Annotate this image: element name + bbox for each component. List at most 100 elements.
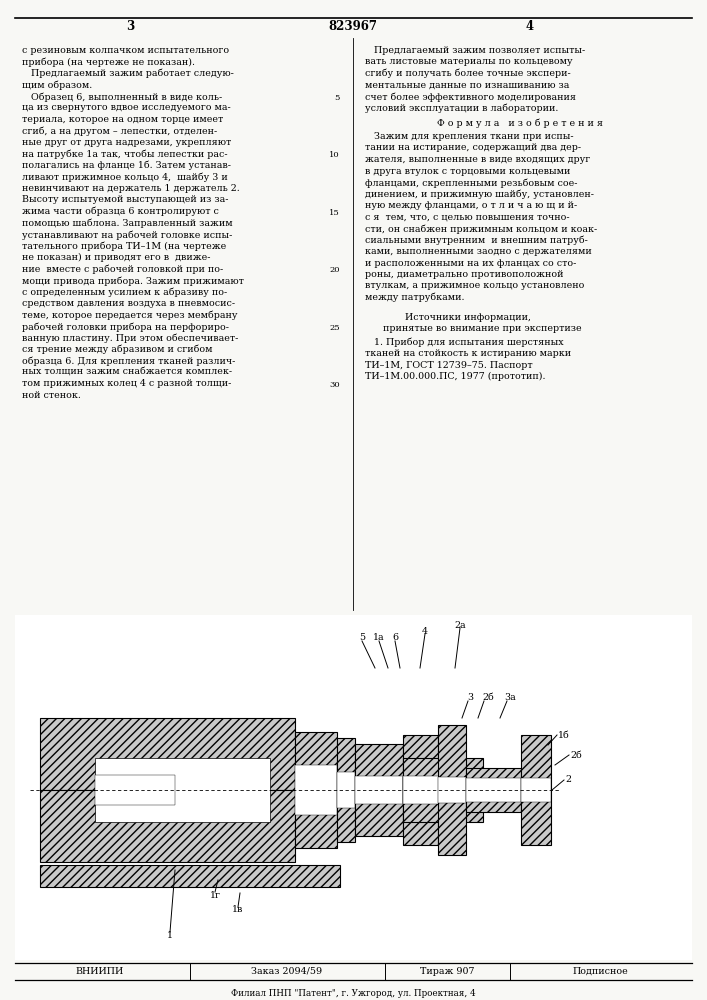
- Text: жима части образца 6 контролируют с: жима части образца 6 контролируют с: [22, 207, 219, 217]
- Text: 823967: 823967: [329, 19, 378, 32]
- Bar: [337, 790, 355, 842]
- Text: не показан) и приводят его в  движе-: не показан) и приводят его в движе-: [22, 253, 211, 262]
- Text: 4: 4: [422, 626, 428, 636]
- Bar: [403, 776, 483, 804]
- Text: Источники информации,: Источники информации,: [405, 312, 531, 322]
- Text: 2б: 2б: [482, 694, 493, 702]
- Bar: [355, 744, 403, 790]
- Bar: [95, 758, 270, 822]
- Bar: [40, 865, 340, 887]
- Text: Образец 6, выполненный в виде коль-: Образец 6, выполненный в виде коль-: [22, 92, 222, 102]
- Text: сгибу и получать более точные экспери-: сгибу и получать более точные экспери-: [365, 69, 571, 79]
- Text: фланцами, скрепленными резьбовым сое-: фланцами, скрепленными резьбовым сое-: [365, 178, 578, 188]
- Text: с определенным усилием к абразиву по-: с определенным усилием к абразиву по-: [22, 288, 227, 297]
- Text: ливают прижимное кольцо 4,  шайбу 3 и: ливают прижимное кольцо 4, шайбу 3 и: [22, 172, 228, 182]
- Bar: [355, 790, 403, 836]
- Text: тании на истирание, содержащий два дер-: тании на истирание, содержащий два дер-: [365, 143, 581, 152]
- Bar: [40, 790, 295, 862]
- Bar: [438, 777, 466, 803]
- Bar: [403, 790, 438, 845]
- Bar: [295, 732, 337, 790]
- Text: Заказ 2094/59: Заказ 2094/59: [252, 967, 322, 976]
- Text: 1б: 1б: [558, 730, 570, 740]
- Text: динением, и прижимную шайбу, установлен-: динением, и прижимную шайбу, установлен-: [365, 190, 594, 199]
- Text: ванную пластину. При этом обеспечивает-: ванную пластину. При этом обеспечивает-: [22, 334, 238, 343]
- Bar: [466, 768, 521, 790]
- Bar: [15, 615, 692, 960]
- Text: 1а: 1а: [373, 634, 385, 643]
- Text: 30: 30: [329, 381, 340, 389]
- Text: 5: 5: [359, 634, 365, 643]
- Bar: [403, 735, 438, 790]
- Text: 1в: 1в: [233, 906, 244, 914]
- Text: Подписное: Подписное: [572, 967, 628, 976]
- Text: ТИ–1М.00.000.ПС, 1977 (прототип).: ТИ–1М.00.000.ПС, 1977 (прототип).: [365, 372, 546, 381]
- Text: 20: 20: [329, 266, 340, 274]
- Bar: [438, 790, 466, 855]
- Text: 3а: 3а: [504, 694, 515, 702]
- Text: 2б: 2б: [570, 750, 582, 760]
- Text: 25: 25: [329, 324, 340, 332]
- Text: том прижимных колец 4 с разной толщи-: том прижимных колец 4 с разной толщи-: [22, 379, 231, 388]
- Text: 15: 15: [329, 209, 340, 217]
- Text: 2: 2: [565, 776, 571, 784]
- Text: Высоту испытуемой выступающей из за-: Высоту испытуемой выступающей из за-: [22, 196, 228, 205]
- Text: ние  вместе с рабочей головкой при по-: ние вместе с рабочей головкой при по-: [22, 264, 223, 274]
- Text: теме, которое передается через мембрану: теме, которое передается через мембрану: [22, 310, 238, 320]
- Text: ной стенок.: ной стенок.: [22, 391, 81, 400]
- Text: 3: 3: [467, 694, 473, 702]
- Text: териала, которое на одном торце имеет: териала, которое на одном торце имеет: [22, 115, 223, 124]
- Bar: [466, 790, 521, 812]
- Bar: [337, 772, 355, 808]
- Text: мощи привода прибора. Зажим прижимают: мощи привода прибора. Зажим прижимают: [22, 276, 244, 286]
- Text: 1: 1: [167, 930, 173, 940]
- Text: на патрубке 1а так, чтобы лепестки рас-: на патрубке 1а так, чтобы лепестки рас-: [22, 149, 228, 159]
- Bar: [295, 790, 337, 848]
- Text: средством давления воздуха в пневмосис-: средством давления воздуха в пневмосис-: [22, 299, 235, 308]
- Text: условий эксплуатации в лаборатории.: условий эксплуатации в лаборатории.: [365, 104, 559, 113]
- Bar: [521, 790, 551, 845]
- Text: 2а: 2а: [454, 620, 466, 630]
- Text: ментальные данные по изнашиванию за: ментальные данные по изнашиванию за: [365, 81, 569, 90]
- Text: сти, он снабжен прижимным кольцом и коак-: сти, он снабжен прижимным кольцом и коак…: [365, 224, 597, 233]
- Bar: [295, 765, 337, 815]
- Bar: [403, 758, 483, 790]
- Text: Зажим для крепления ткани при испы-: Зажим для крепления ткани при испы-: [365, 132, 573, 141]
- Text: счет более эффективного моделирования: счет более эффективного моделирования: [365, 92, 576, 102]
- Text: вать листовые материалы по кольцевому: вать листовые материалы по кольцевому: [365, 57, 573, 66]
- Bar: [40, 718, 295, 790]
- Text: 10: 10: [329, 151, 340, 159]
- Text: ных толщин зажим снабжается комплек-: ных толщин зажим снабжается комплек-: [22, 368, 232, 377]
- Text: роны, диаметрально противоположной: роны, диаметрально противоположной: [365, 270, 563, 279]
- Text: Ф о р м у л а   и з о б р е т е н и я: Ф о р м у л а и з о б р е т е н и я: [437, 118, 603, 127]
- Text: ся трение между абразивом и сгибом: ся трение между абразивом и сгибом: [22, 345, 213, 355]
- Text: ками, выполненными заодно с держателями: ками, выполненными заодно с держателями: [365, 247, 592, 256]
- Text: ТИ–1М, ГОСТ 12739–75. Паспорт: ТИ–1М, ГОСТ 12739–75. Паспорт: [365, 360, 532, 369]
- Text: тканей на стойкость к истиранию марки: тканей на стойкость к истиранию марки: [365, 349, 571, 358]
- Text: устанавливают на рабочей головке испы-: устанавливают на рабочей головке испы-: [22, 230, 233, 239]
- Text: с я  тем, что, с целью повышения точно-: с я тем, что, с целью повышения точно-: [365, 213, 570, 222]
- Text: жателя, выполненные в виде входящих друг: жателя, выполненные в виде входящих друг: [365, 155, 590, 164]
- Text: 3: 3: [126, 19, 134, 32]
- Text: с резиновым колпачком испытательного: с резиновым колпачком испытательного: [22, 46, 229, 55]
- Text: принятые во внимание при экспертизе: принятые во внимание при экспертизе: [383, 324, 582, 333]
- Bar: [438, 725, 466, 790]
- Bar: [95, 775, 175, 805]
- Text: тательного прибора ТИ–1М (на чертеже: тательного прибора ТИ–1М (на чертеже: [22, 241, 226, 251]
- Text: образца 6. Для крепления тканей различ-: образца 6. Для крепления тканей различ-: [22, 357, 235, 366]
- Text: и расположенными на их фланцах со сто-: и расположенными на их фланцах со сто-: [365, 258, 576, 267]
- Bar: [355, 776, 403, 804]
- Text: ца из свернутого вдвое исследуемого ма-: ца из свернутого вдвое исследуемого ма-: [22, 104, 230, 112]
- Text: сиальными внутренним  и внешним патруб-: сиальными внутренним и внешним патруб-: [365, 235, 588, 245]
- Bar: [521, 735, 551, 790]
- Bar: [466, 778, 521, 802]
- Text: ные друг от друга надрезами, укрепляют: ные друг от друга надрезами, укрепляют: [22, 138, 231, 147]
- Text: Предлагаемый зажим позволяет испыты-: Предлагаемый зажим позволяет испыты-: [365, 46, 585, 55]
- Text: прибора (на чертеже не показан).: прибора (на чертеже не показан).: [22, 57, 195, 67]
- Text: в друга втулок с торцовыми кольцевыми: в друга втулок с торцовыми кольцевыми: [365, 166, 571, 176]
- Text: втулкам, а прижимное кольцо установлено: втулкам, а прижимное кольцо установлено: [365, 282, 585, 290]
- Text: невинчивают на держатель 1 держатель 2.: невинчивают на держатель 1 держатель 2.: [22, 184, 240, 193]
- Text: Филиал ПНП "Патент", г. Ужгород, ул. Проектная, 4: Филиал ПНП "Патент", г. Ужгород, ул. Про…: [230, 988, 475, 998]
- Text: 5: 5: [334, 94, 340, 102]
- Text: полагались на фланце 1б. Затем устанав-: полагались на фланце 1б. Затем устанав-: [22, 161, 231, 170]
